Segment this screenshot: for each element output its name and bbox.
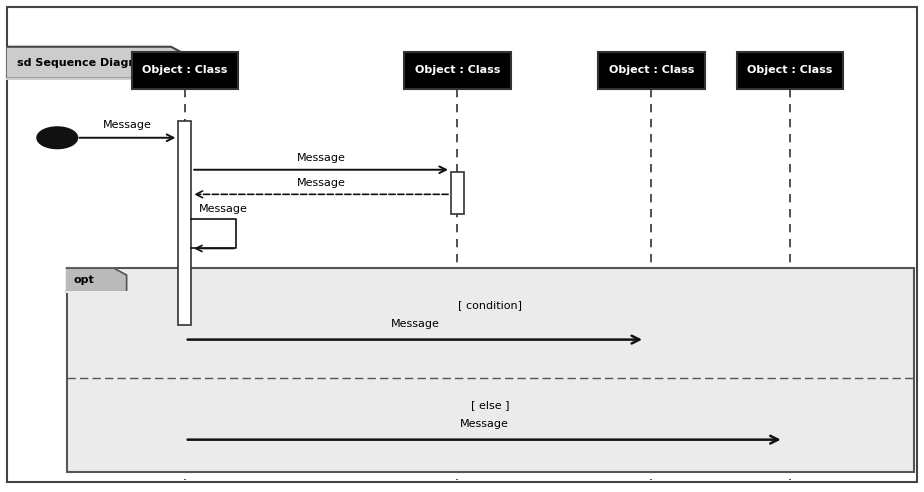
Text: [ condition]: [ condition] — [458, 300, 522, 310]
Text: [ else ]: [ else ] — [471, 400, 509, 410]
Bar — [599, 52, 704, 89]
Bar — [737, 52, 843, 89]
Circle shape — [37, 127, 78, 149]
Text: Message: Message — [103, 121, 152, 130]
Text: sd Sequence Diagram: sd Sequence Diagram — [17, 58, 152, 68]
Text: Object : Class: Object : Class — [142, 65, 227, 75]
Text: Object : Class: Object : Class — [609, 65, 694, 75]
Polygon shape — [7, 47, 188, 79]
Bar — [67, 268, 914, 472]
Text: Message: Message — [460, 419, 508, 429]
Text: Object : Class: Object : Class — [415, 65, 500, 75]
Polygon shape — [67, 268, 127, 292]
Text: opt: opt — [74, 275, 94, 285]
Bar — [451, 172, 464, 214]
Text: Message: Message — [298, 154, 346, 163]
Bar — [178, 121, 191, 325]
Bar — [132, 52, 238, 89]
Text: Message: Message — [199, 204, 248, 214]
Bar — [405, 52, 510, 89]
Text: Object : Class: Object : Class — [748, 65, 833, 75]
Text: Message: Message — [391, 319, 439, 329]
Text: Message: Message — [298, 178, 346, 188]
